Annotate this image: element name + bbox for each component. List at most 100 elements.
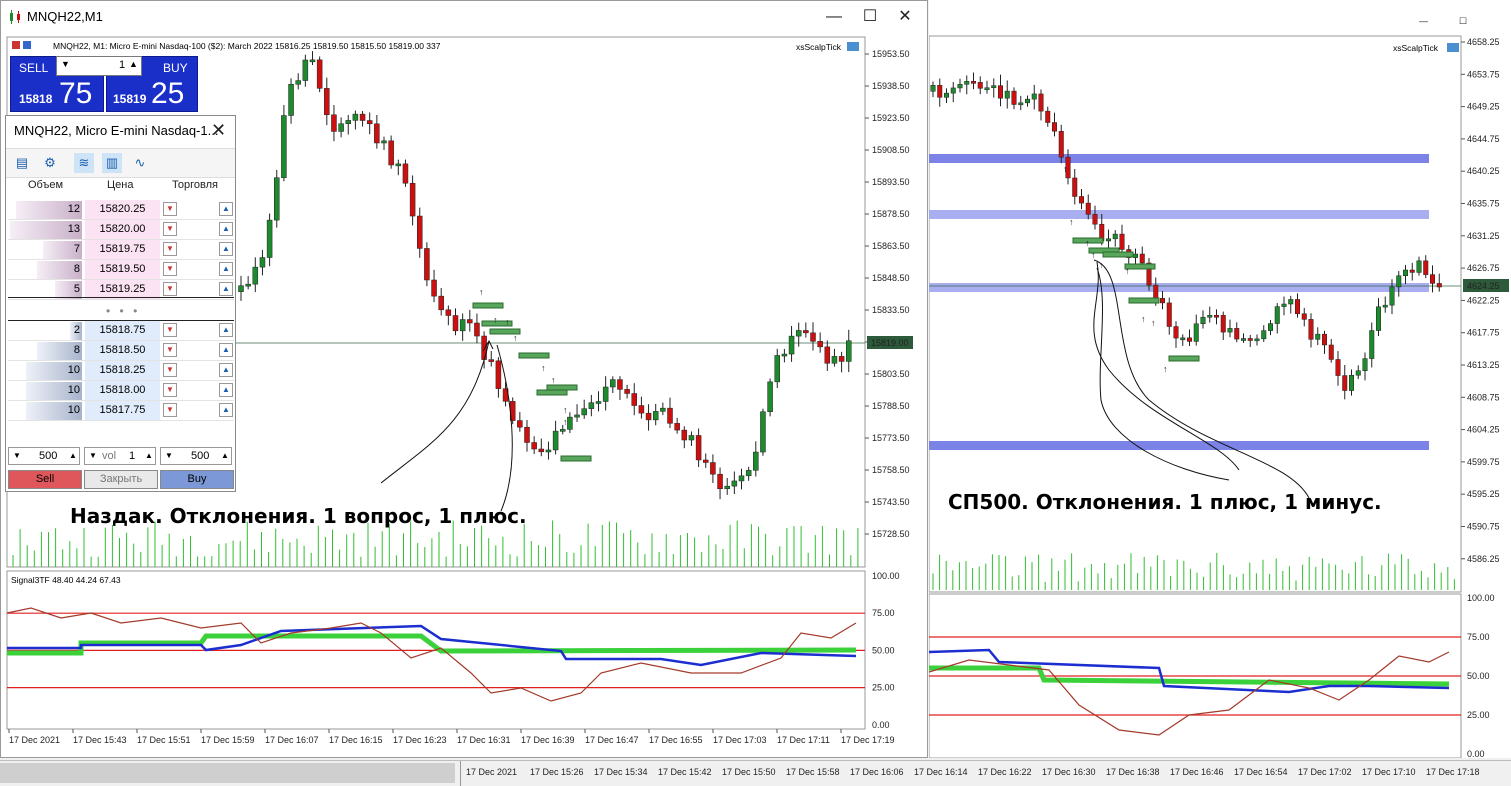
chevron-up-icon[interactable]: ▲: [145, 451, 153, 460]
signal-zone: [536, 389, 568, 396]
candle: [359, 113, 366, 121]
sell-limit-icon[interactable]: ▼: [163, 363, 177, 377]
sell-limit-icon[interactable]: ▼: [163, 383, 177, 397]
candle: [495, 360, 502, 389]
lot-size-stepper[interactable]: ▼ 1 ▲: [56, 56, 142, 76]
candle: [1268, 323, 1273, 331]
hand-drawn-arrow: [496, 344, 513, 512]
candle: [1018, 102, 1024, 106]
candle: [309, 59, 316, 63]
center-price-icon[interactable]: ▥: [102, 153, 122, 173]
close-button[interactable]: ✕: [898, 8, 912, 25]
candle: [1187, 337, 1192, 342]
sell-limit-stepper[interactable]: ▼ 500 ▲: [8, 447, 80, 465]
bid-row[interactable]: 2 15818.75 ▼ ▲: [8, 321, 234, 341]
sell-limit-icon[interactable]: ▼: [163, 242, 177, 256]
buy-limit-icon[interactable]: ▲: [219, 282, 233, 296]
bid-row[interactable]: 10 15818.00 ▼ ▲: [8, 381, 234, 401]
buy-signal-arrow: ↑: [551, 375, 556, 385]
candle: [552, 430, 559, 451]
sell-limit-icon[interactable]: ▼: [163, 343, 177, 357]
volume-stepper[interactable]: ▼ vol 1 ▲: [84, 447, 156, 465]
ask-row[interactable]: 7 15819.75 ▼ ▲: [8, 240, 234, 260]
oscillator-brown-line: [929, 651, 1450, 736]
price-tick-label: 15758.50: [872, 465, 910, 475]
chart-icon[interactable]: ▤: [15, 155, 29, 170]
volume-value: 1: [129, 450, 136, 462]
dom-close-position-button[interactable]: Закрыть: [84, 470, 158, 489]
buy-limit-icon[interactable]: ▲: [219, 383, 233, 397]
scalp-mode-icon[interactable]: ≋: [74, 153, 94, 173]
candle: [1436, 283, 1442, 288]
ask-row[interactable]: 12 15820.25 ▼ ▲: [8, 200, 234, 220]
candle: [950, 87, 956, 94]
buy-limit-stepper[interactable]: ▼ 500 ▲: [160, 447, 232, 465]
chevron-down-icon[interactable]: ▼: [13, 451, 21, 460]
candle: [388, 140, 394, 166]
price-tick-label: 4649.25: [1467, 102, 1500, 112]
ask-row[interactable]: 5 15819.25 ▼ ▲: [8, 280, 234, 300]
sell-price-big: 75: [59, 77, 93, 110]
candle: [703, 459, 709, 463]
time-tick-label: 17 Dec 17:03: [713, 735, 767, 745]
histogram-icon[interactable]: ∿: [134, 155, 146, 170]
buy-limit-icon[interactable]: ▲: [219, 363, 233, 377]
price-tick-label: 15878.50: [872, 209, 910, 219]
bid-row[interactable]: 10 15817.75 ▼ ▲: [8, 401, 234, 421]
buy-limit-icon[interactable]: ▲: [219, 343, 233, 357]
bottom-scroll-bar[interactable]: 17 Dec 2021 17 Dec 15:26 17 Dec 15:34 17 De…: [0, 760, 1511, 786]
nasdaq-annotation: Наздак. Отклонения. 1 вопрос, 1 плюс.: [70, 504, 527, 528]
volume-bar: [37, 342, 82, 360]
candle: [1052, 122, 1057, 132]
buy-limit-icon[interactable]: ▲: [219, 323, 233, 337]
buy-limit-icon[interactable]: ▲: [219, 262, 233, 276]
lot-up-icon[interactable]: ▲: [129, 59, 138, 69]
maximize-button[interactable]: ☐: [862, 8, 878, 25]
sell-limit-icon[interactable]: ▼: [163, 282, 177, 296]
sell-limit-icon[interactable]: ▼: [163, 202, 177, 216]
bid-row[interactable]: 8 15818.50 ▼ ▲: [8, 341, 234, 361]
candle: [481, 335, 487, 360]
dom-buy-button[interactable]: Buy: [160, 470, 234, 489]
chevron-down-icon[interactable]: ▼: [165, 451, 173, 460]
settings-icon[interactable]: ⚙: [44, 155, 56, 170]
candle: [1342, 375, 1348, 391]
scroll-thumb[interactable]: [0, 763, 455, 783]
column-price: Цена: [107, 179, 134, 191]
bid-row[interactable]: 10 15818.25 ▼ ▲: [8, 361, 234, 381]
buy-limit-icon[interactable]: ▲: [219, 242, 233, 256]
buy-limit-icon[interactable]: ▲: [219, 202, 233, 216]
dom-close-icon[interactable]: ✕: [211, 120, 227, 140]
candle: [731, 480, 738, 487]
buy-limit-icon[interactable]: ▲: [219, 222, 233, 236]
buy-signal-arrow: ↑: [1151, 318, 1156, 328]
price-value: 15818.50: [85, 341, 160, 360]
sell-limit-icon[interactable]: ▼: [163, 403, 177, 417]
shared-time-axis: 17 Dec 2021 17 Dec 15:26 17 Dec 15:34 17 De…: [466, 767, 1480, 777]
price-value: 15819.25: [85, 280, 160, 299]
graduation-cap-icon: [1447, 43, 1459, 52]
chevron-down-icon[interactable]: ▼: [89, 451, 97, 460]
ask-row[interactable]: 8 15819.50 ▼ ▲: [8, 260, 234, 280]
minimize-button[interactable]: —: [826, 8, 842, 25]
chevron-up-icon[interactable]: ▲: [69, 451, 77, 460]
time-tick-label: 17 Dec 17:19: [841, 735, 895, 745]
buy-label: BUY: [163, 61, 188, 75]
sell-limit-icon[interactable]: ▼: [163, 323, 177, 337]
right-chart-area[interactable]: — ☐ xsScalpTick 4658.25 4653.75 4649.25 4644.7…: [929, 0, 1511, 758]
sell-limit-icon[interactable]: ▼: [163, 262, 177, 276]
sell-limit-icon[interactable]: ▼: [163, 222, 177, 236]
dom-sell-button[interactable]: Sell: [8, 470, 82, 489]
candle: [1409, 269, 1415, 273]
ask-row[interactable]: 13 15820.00 ▼ ▲: [8, 220, 234, 240]
lot-down-icon[interactable]: ▼: [61, 59, 70, 69]
candle: [402, 163, 409, 184]
candle: [238, 285, 244, 292]
candle: [1376, 306, 1381, 331]
candle: [324, 88, 330, 116]
buy-limit-icon[interactable]: ▲: [219, 403, 233, 417]
candle: [984, 87, 990, 90]
minimize-button: —: [1419, 16, 1428, 26]
chevron-up-icon[interactable]: ▲: [221, 451, 229, 460]
signal-zone: [546, 384, 578, 391]
